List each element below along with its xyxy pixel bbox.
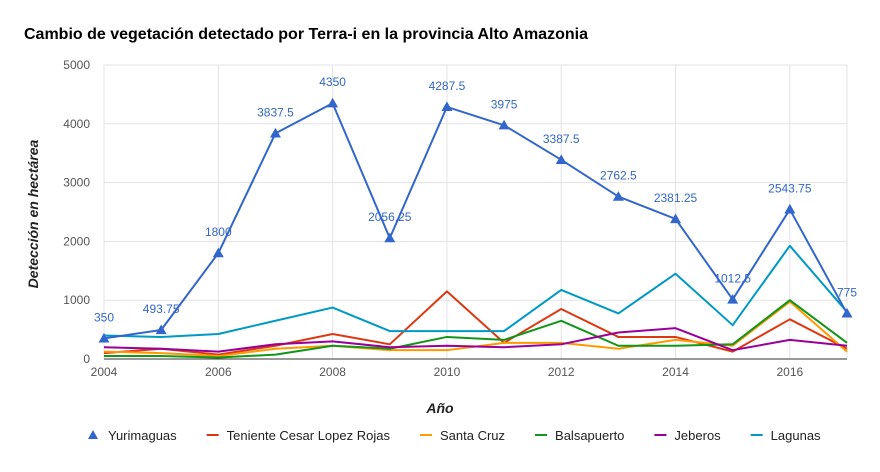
legend-item: Balsapuerto	[535, 428, 624, 443]
series-line-lagunas	[103, 244, 848, 338]
data-label: 2543.75	[768, 181, 812, 195]
data-label: 350	[94, 310, 114, 324]
data-point-marker	[212, 247, 224, 258]
x-tick-label: 2014	[662, 365, 689, 379]
y-tick-label: 0	[83, 352, 90, 366]
legend-triangle-icon	[88, 430, 98, 439]
axes: 0 1000 2000 3000 4000 5000 2004 2006 2008 2010 201…	[63, 58, 847, 379]
data-label: 4287.5	[429, 79, 466, 93]
series-layer	[98, 97, 853, 359]
data-point-marker	[498, 119, 510, 130]
data-point-marker	[670, 213, 682, 224]
data-point-marker	[727, 293, 739, 304]
legend-label: Santa Cruz	[440, 428, 505, 443]
data-label: 2381.25	[654, 191, 698, 205]
series-line-santa-cruz	[103, 300, 848, 358]
data-labels: 350 493.75 1800 3837.5 4350 2056.25 4287.5 3975…	[94, 75, 857, 324]
data-point-marker	[327, 97, 339, 108]
series-line-teniente-cesar-lopez-rojas	[103, 290, 848, 356]
series-line-balsapuerto	[104, 299, 848, 359]
x-tick-label: 2010	[434, 365, 461, 379]
legend-item: Santa Cruz	[419, 428, 505, 443]
legend-label: Jeberos	[674, 428, 721, 443]
grid	[103, 64, 848, 359]
legend-item: Jeberos	[654, 428, 721, 443]
data-label: 1800	[205, 225, 232, 239]
data-label: 3975	[491, 97, 518, 111]
data-point-marker	[555, 154, 567, 164]
legend: Yurimaguas Teniente Cesar Lopez Rojas Sant…	[88, 428, 821, 443]
x-axis-title: Año	[425, 400, 454, 416]
legend-label: Lagunas	[771, 428, 821, 443]
legend-item: Teniente Cesar Lopez Rojas	[206, 428, 391, 443]
data-point-marker	[98, 332, 110, 343]
y-tick-label: 1000	[63, 293, 90, 307]
data-label: 3387.5	[543, 132, 580, 146]
legend-item: Lagunas	[750, 428, 821, 443]
y-tick-label: 5000	[63, 58, 90, 72]
data-label: 3837.5	[257, 105, 294, 119]
data-label: 493.75	[143, 302, 180, 316]
y-tick-label: 2000	[63, 234, 90, 248]
data-label: 775	[837, 285, 857, 299]
data-label: 4350	[319, 75, 346, 89]
data-point-marker	[612, 191, 624, 201]
data-point-marker	[155, 324, 167, 335]
x-tick-label: 2006	[205, 365, 232, 379]
data-label: 2762.5	[600, 169, 637, 183]
data-point-marker	[384, 232, 396, 243]
data-point-marker	[269, 127, 281, 138]
x-tick-label: 2012	[548, 365, 575, 379]
legend-label: Yurimaguas	[108, 428, 177, 443]
legend-item: Yurimaguas	[88, 428, 177, 443]
x-tick-label: 2016	[776, 365, 803, 379]
data-point-marker	[441, 101, 453, 112]
data-point-marker	[784, 203, 796, 214]
data-label: 1012.5	[714, 271, 751, 285]
series-line-yurimaguas	[103, 102, 848, 340]
series-line-jeberos	[103, 327, 848, 353]
y-tick-label: 3000	[63, 176, 90, 190]
data-label: 2056.25	[368, 210, 412, 224]
data-point-marker	[841, 307, 853, 318]
legend-label: Balsapuerto	[555, 428, 624, 443]
x-tick-label: 2008	[319, 365, 346, 379]
x-tick-label: 2004	[91, 365, 118, 379]
y-tick-label: 4000	[63, 117, 90, 131]
legend-label: Teniente Cesar Lopez Rojas	[227, 428, 391, 443]
chart-title: Cambio de vegetación detectado por Terra…	[24, 26, 588, 43]
y-axis-title: Detección en hectárea	[25, 139, 41, 288]
